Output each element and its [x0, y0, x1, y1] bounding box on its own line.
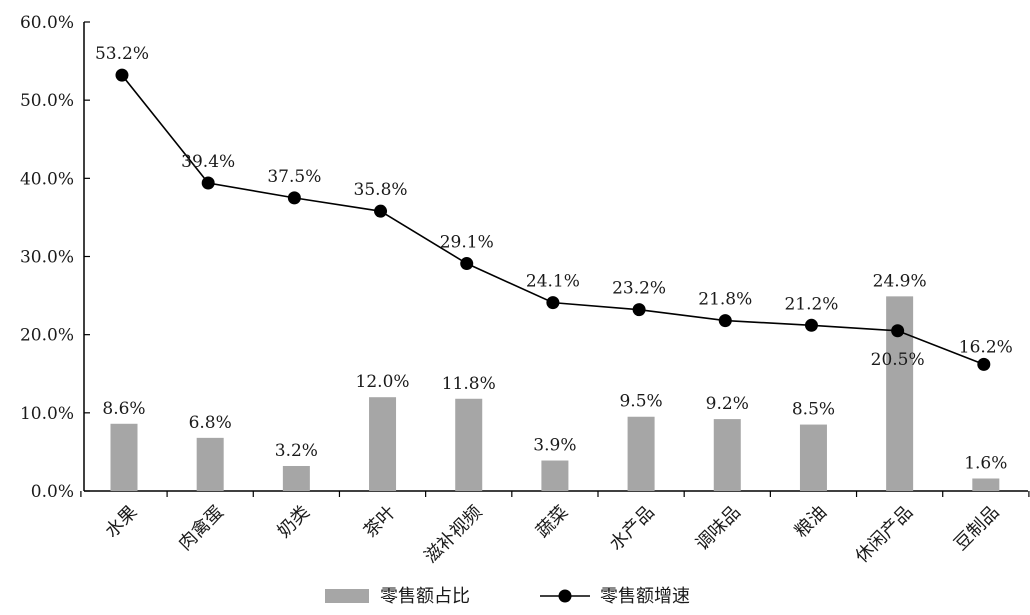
- line-data-label: 24.1%: [526, 272, 580, 292]
- line-data-label: 16.2%: [959, 337, 1013, 357]
- bar-data-label: 3.9%: [533, 436, 576, 456]
- growth-line: [121, 74, 985, 366]
- bar: [110, 423, 138, 491]
- line-data-label: 53.2%: [95, 44, 149, 64]
- bar-data-label: 12.0%: [356, 372, 410, 392]
- bar: [972, 478, 1000, 491]
- bar-data-label: 8.5%: [792, 400, 835, 420]
- bar-data-label: 9.5%: [619, 392, 662, 412]
- y-tick-label: 30.0%: [20, 248, 74, 268]
- legend-line-marker: [558, 589, 572, 603]
- line-series: 53.2% 39.4% 37.5% 35.8% 29.1% 24.1% 23.2% 21.8%…: [95, 44, 1013, 371]
- line-point: [374, 204, 388, 218]
- category-label: 滋补视频: [421, 502, 487, 568]
- line-point: [977, 357, 991, 371]
- category-label: 茶叶: [360, 502, 400, 542]
- category-label: 奶类: [274, 502, 314, 542]
- bar: [369, 397, 397, 491]
- category-label: 休闲产品: [851, 502, 917, 568]
- bar-data-label: 6.8%: [189, 413, 232, 433]
- line-point: [115, 68, 129, 82]
- bar: [627, 416, 655, 491]
- line-point: [201, 176, 215, 190]
- line-point: [460, 257, 474, 271]
- bar: [541, 460, 569, 491]
- legend-bar-label: 零售额占比: [380, 586, 470, 607]
- category-label: 蔬菜: [532, 502, 572, 542]
- line-data-label: 39.4%: [181, 152, 235, 172]
- line-data-label: 23.2%: [612, 279, 666, 299]
- category-label: 肉禽蛋: [175, 502, 228, 555]
- category-label: 粮油: [791, 502, 831, 542]
- line-data-label: 21.8%: [698, 290, 752, 310]
- bar-data-label: 24.9%: [873, 271, 927, 291]
- y-tick-label: 60.0%: [20, 13, 74, 33]
- y-tick-label: 40.0%: [20, 169, 74, 189]
- line-data-label: 29.1%: [440, 233, 494, 253]
- bar: [196, 437, 224, 491]
- line-data-label: 20.5%: [871, 350, 925, 370]
- line-point: [546, 296, 560, 310]
- legend-bar-swatch: [325, 589, 369, 603]
- bar-data-label: 11.8%: [442, 374, 496, 394]
- line-point: [632, 303, 646, 317]
- bar-data-label: 3.2%: [275, 441, 318, 461]
- bar-series: 8.6% 6.8% 3.2% 12.0% 11.8% 3.9% 9.5% 9.2% 8.5% 24…: [102, 271, 1007, 491]
- y-tick-label: 20.0%: [20, 326, 74, 346]
- legend: 零售额占比 零售额增速: [325, 586, 690, 607]
- line-data-label: 21.2%: [784, 294, 838, 314]
- category-label: 豆制品: [950, 502, 1003, 555]
- line-data-label: 35.8%: [354, 180, 408, 200]
- y-tick-label: 10.0%: [20, 404, 74, 424]
- category-label: 调味品: [692, 502, 745, 555]
- category-label: 水产品: [606, 502, 659, 555]
- bar: [282, 465, 310, 491]
- bar-data-label: 9.2%: [706, 394, 749, 414]
- bar: [713, 419, 741, 491]
- line-point: [891, 324, 905, 338]
- line-data-label: 37.5%: [267, 167, 321, 187]
- x-axis-labels: 水果 肉禽蛋 奶类 茶叶 滋补视频 蔬菜 水产品 调味品 粮油 休闲产品 豆制品: [101, 502, 1003, 568]
- bar-data-label: 8.6%: [102, 399, 145, 419]
- bar: [455, 398, 483, 491]
- y-tick-label: 0.0%: [31, 482, 74, 502]
- y-axis-ticks: 0.0% 10.0% 20.0% 30.0% 40.0% 50.0% 60.0%: [20, 13, 1030, 502]
- category-label: 水果: [101, 502, 141, 542]
- bar: [799, 424, 827, 491]
- line-point: [718, 314, 732, 328]
- legend-line-label: 零售额增速: [600, 586, 690, 607]
- y-tick-label: 50.0%: [20, 91, 74, 111]
- line-point: [804, 318, 818, 332]
- bar-data-label: 1.6%: [964, 453, 1007, 473]
- line-point: [287, 191, 301, 205]
